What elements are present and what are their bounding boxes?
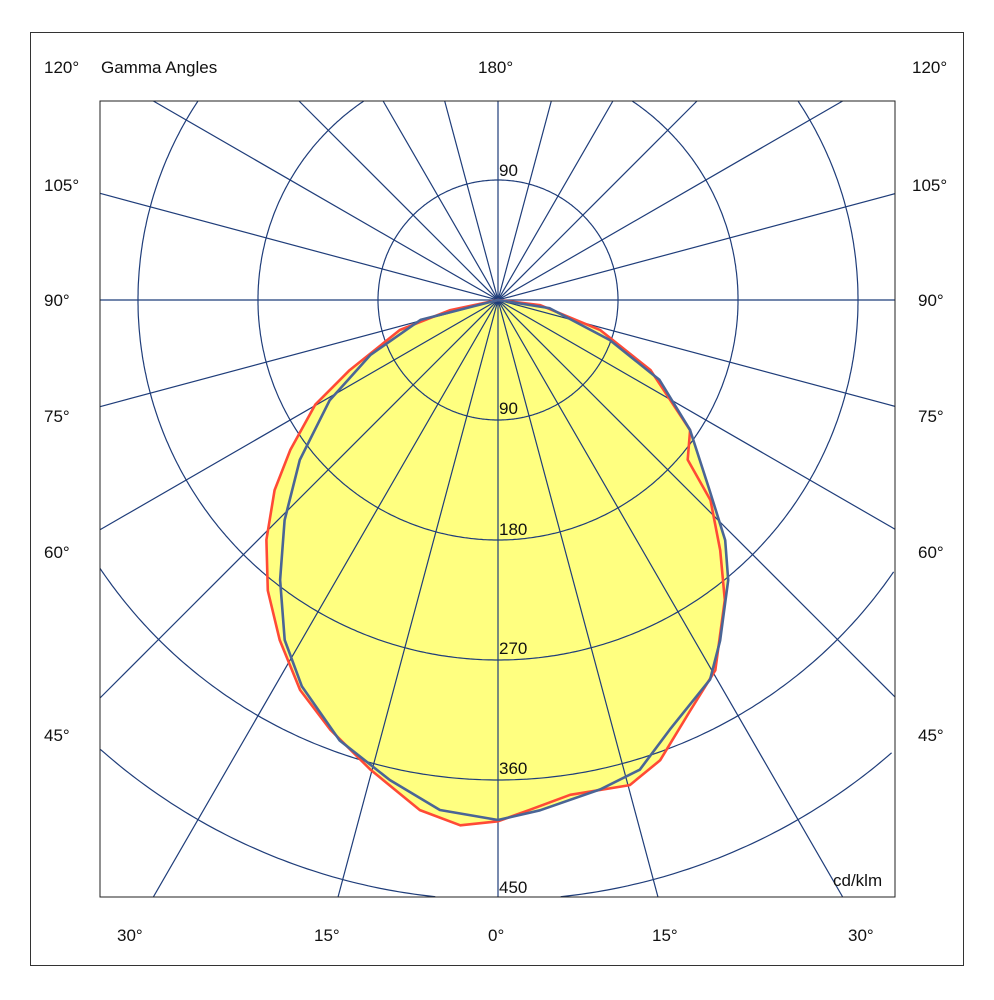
series-curve-c0-c180 <box>265 298 727 827</box>
ring-label: 450 <box>499 878 528 897</box>
right-angle-label: 120° <box>912 58 948 77</box>
grid-radial-line <box>153 100 896 530</box>
bottom-angle-label: 15° <box>314 926 340 945</box>
series-curve-c90-c270 <box>278 298 730 822</box>
ring-label: 270 <box>499 639 528 658</box>
chart-frame <box>30 32 964 966</box>
left-angle-label: 75° <box>44 407 70 426</box>
right-angle-label: 75° <box>918 407 944 426</box>
bottom-angle-label: 0° <box>488 926 505 945</box>
grid-ring-180 <box>257 100 739 541</box>
chart-title: Gamma Angles <box>101 58 218 77</box>
ring-label: 90 <box>499 161 518 180</box>
ring-label: 180 <box>499 520 528 539</box>
ring-label: 360 <box>499 759 528 778</box>
right-angle-label: 45° <box>918 726 944 745</box>
left-angle-label: 60° <box>44 543 70 562</box>
plot-border <box>99 100 896 898</box>
series-fill <box>280 300 729 820</box>
grid-radial-line <box>152 100 614 898</box>
grid-ring-360 <box>99 568 895 781</box>
left-angle-label: 120° <box>44 58 80 77</box>
grid-radial-line <box>298 100 896 698</box>
left-angle-label: 45° <box>44 726 70 745</box>
bottom-angle-label: 30° <box>848 926 874 945</box>
left-angle-label: 90° <box>44 291 70 310</box>
unit-label: cd/klm <box>833 871 883 890</box>
ring-label: 90 <box>499 399 518 418</box>
grid-radial-line <box>382 100 844 898</box>
top-angle-label: 180° <box>478 58 514 77</box>
right-angle-label: 90° <box>918 291 944 310</box>
right-angle-label: 60° <box>918 543 944 562</box>
left-angle-label: 105° <box>44 176 80 195</box>
grid-radial-line <box>337 100 552 898</box>
bottom-angle-label: 15° <box>652 926 678 945</box>
grid-radial-line <box>99 100 698 699</box>
grid-ring-450 <box>100 748 892 898</box>
bottom-angle-label: 30° <box>117 926 143 945</box>
right-angle-label: 105° <box>912 176 948 195</box>
grid-radial-line <box>444 100 659 898</box>
grid-ring-270 <box>137 100 859 661</box>
grid-radial-line <box>99 100 843 531</box>
